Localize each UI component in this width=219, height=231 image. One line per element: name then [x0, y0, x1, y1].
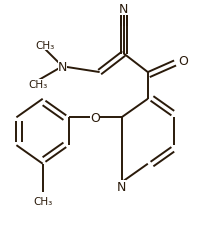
Text: N: N: [117, 180, 126, 193]
Text: N: N: [58, 61, 67, 73]
Text: CH₃: CH₃: [35, 40, 55, 51]
Text: CH₃: CH₃: [29, 80, 48, 90]
Text: O: O: [178, 55, 188, 68]
Text: CH₃: CH₃: [33, 196, 52, 206]
Text: O: O: [90, 111, 100, 124]
Text: N: N: [119, 2, 128, 15]
Text: N: N: [119, 3, 128, 15]
